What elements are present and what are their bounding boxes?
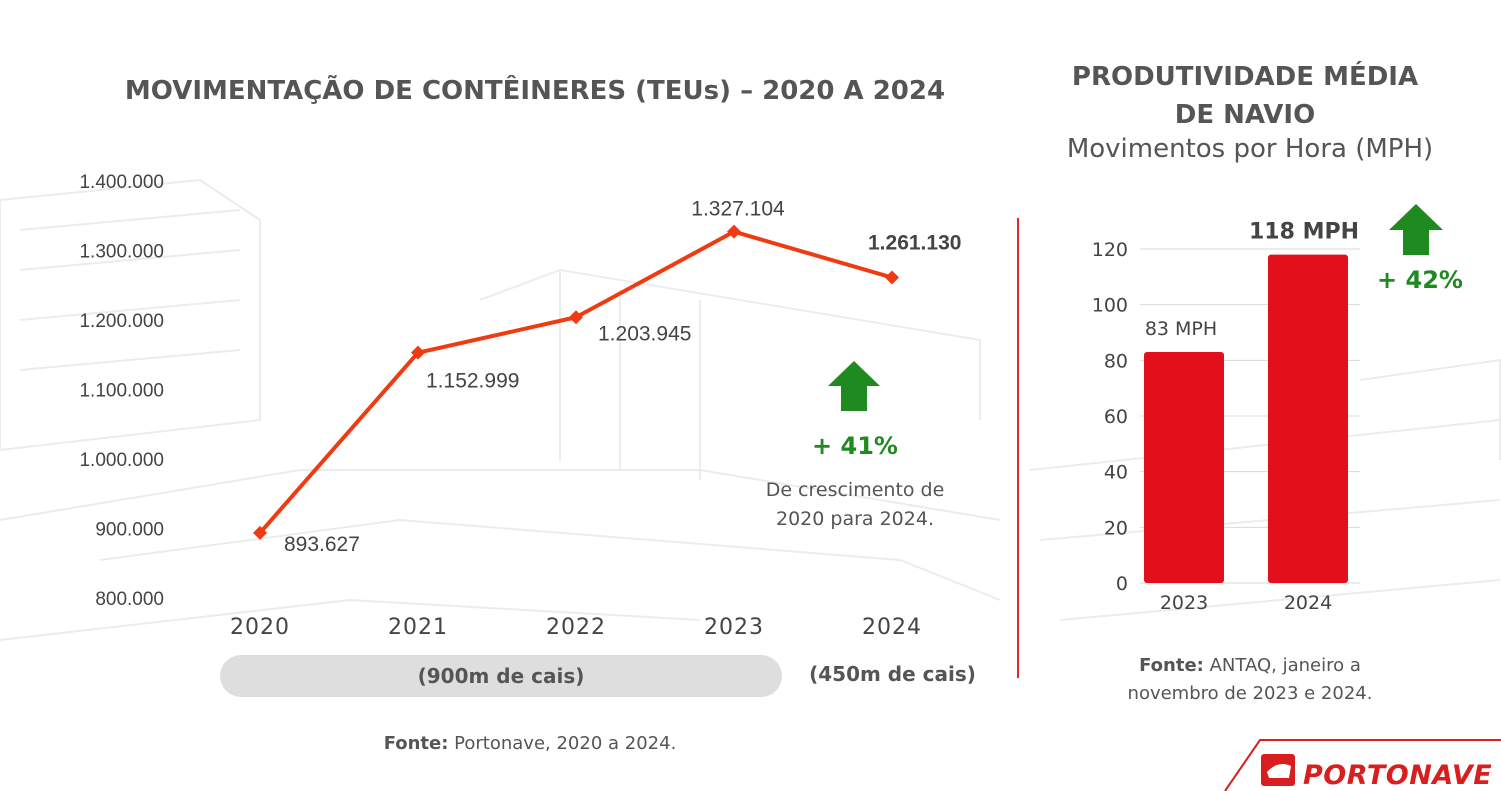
x-tick-label: 2024	[862, 615, 922, 640]
portonave-logo	[1224, 739, 1501, 791]
source-label: Fonte:	[383, 733, 449, 754]
teu-data-labels: 893.627 1.152.999 1.203.945 1.327.104 1.261.…	[284, 198, 961, 556]
y-tick-label: 60	[1104, 406, 1128, 428]
growth-note-line2: 2020 para 2024.	[776, 508, 934, 530]
line-chart-source: Fonte: Portonave, 2020 a 2024.	[300, 733, 760, 754]
line-chart-y-axis: 800.000 900.000 1.000.000 1.100.000 1.200.00…	[79, 172, 164, 610]
x-tick-label: 2022	[546, 615, 606, 640]
data-label: 118 MPH	[1249, 220, 1359, 245]
x-tick-label: 2023	[1160, 592, 1208, 614]
quay-450m-label: (450m de cais)	[809, 662, 976, 686]
teu-growth-note: De crescimento de 2020 para 2024.	[730, 476, 980, 534]
data-point-marker	[253, 525, 267, 540]
y-tick-label: 100	[1092, 295, 1128, 317]
y-tick-label: 1.300.000	[79, 242, 164, 263]
bar	[1144, 351, 1224, 583]
y-tick-label: 800.000	[95, 589, 164, 610]
source-text: Portonave, 2020 a 2024.	[448, 733, 677, 754]
y-tick-label: 20	[1104, 517, 1128, 539]
data-label: 1.152.999	[426, 370, 519, 393]
bar-chart-x-axis: 2023 2024	[1160, 592, 1332, 614]
mph-data-labels: 83 MPH 118 MPH	[1145, 220, 1359, 340]
data-point-marker	[885, 270, 899, 285]
quay-900m-label: (900m de cais)	[220, 655, 782, 697]
data-point-marker	[411, 345, 425, 360]
bar-chart-title-line2: DE NAVIO	[1174, 100, 1316, 130]
y-tick-label: 120	[1092, 239, 1128, 261]
y-tick-label: 900.000	[95, 520, 164, 541]
x-tick-label: 2020	[230, 615, 290, 640]
y-tick-label: 1.200.000	[79, 311, 164, 332]
y-tick-label: 1.400.000	[79, 172, 164, 193]
portonave-wordmark: PORTONAVE	[1303, 760, 1493, 791]
y-tick-label: 1.000.000	[79, 450, 164, 471]
x-tick-label: 2023	[704, 615, 764, 640]
source-text-line2: novembro de 2023 e 2024.	[1127, 683, 1373, 704]
bar-chart-title: PRODUTIVIDADE MÉDIA DE NAVIO	[1030, 58, 1460, 134]
x-tick-label: 2021	[388, 615, 448, 640]
line-chart-x-axis: 2020 2021 2022 2023 2024	[230, 615, 922, 640]
bar-chart-source: Fonte: ANTAQ, janeiro a novembro de 2023…	[1095, 652, 1405, 708]
y-tick-label: 80	[1104, 350, 1128, 372]
data-label: 83 MPH	[1145, 318, 1217, 340]
x-tick-label: 2024	[1284, 592, 1332, 614]
mph-bars	[1144, 254, 1348, 584]
mph-growth-percent: + 42%	[1377, 266, 1463, 294]
teu-series-points	[253, 224, 899, 540]
line-chart-title: MOVIMENTAÇÃO DE CONTÊINERES (TEUs) – 202…	[124, 76, 946, 106]
source-label: Fonte:	[1139, 655, 1204, 676]
data-point-marker	[569, 310, 583, 325]
bar-chart-title-line1: PRODUTIVIDADE MÉDIA	[1071, 62, 1419, 92]
growth-note-line1: De crescimento de	[765, 479, 945, 501]
data-label: 1.203.945	[598, 322, 691, 345]
bar	[1268, 254, 1348, 584]
data-label: 1.261.130	[868, 232, 961, 255]
bar-chart-y-axis: 0 20 40 60 80 100 120	[1092, 239, 1128, 595]
y-tick-label: 0	[1116, 573, 1128, 595]
data-label: 893.627	[284, 533, 360, 556]
data-point-marker	[727, 224, 741, 239]
panel-divider	[1017, 218, 1019, 678]
source-text-line1: ANTAQ, janeiro a	[1203, 655, 1361, 676]
data-label: 1.327.104	[691, 198, 785, 221]
up-arrow-icon	[1389, 204, 1443, 255]
y-tick-label: 1.100.000	[79, 381, 164, 402]
bar-chart-subtitle: Movimentos por Hora (MPH)	[1066, 134, 1434, 164]
up-arrow-icon	[828, 361, 880, 411]
teu-growth-percent: + 41%	[812, 432, 898, 460]
y-tick-label: 40	[1104, 462, 1128, 484]
